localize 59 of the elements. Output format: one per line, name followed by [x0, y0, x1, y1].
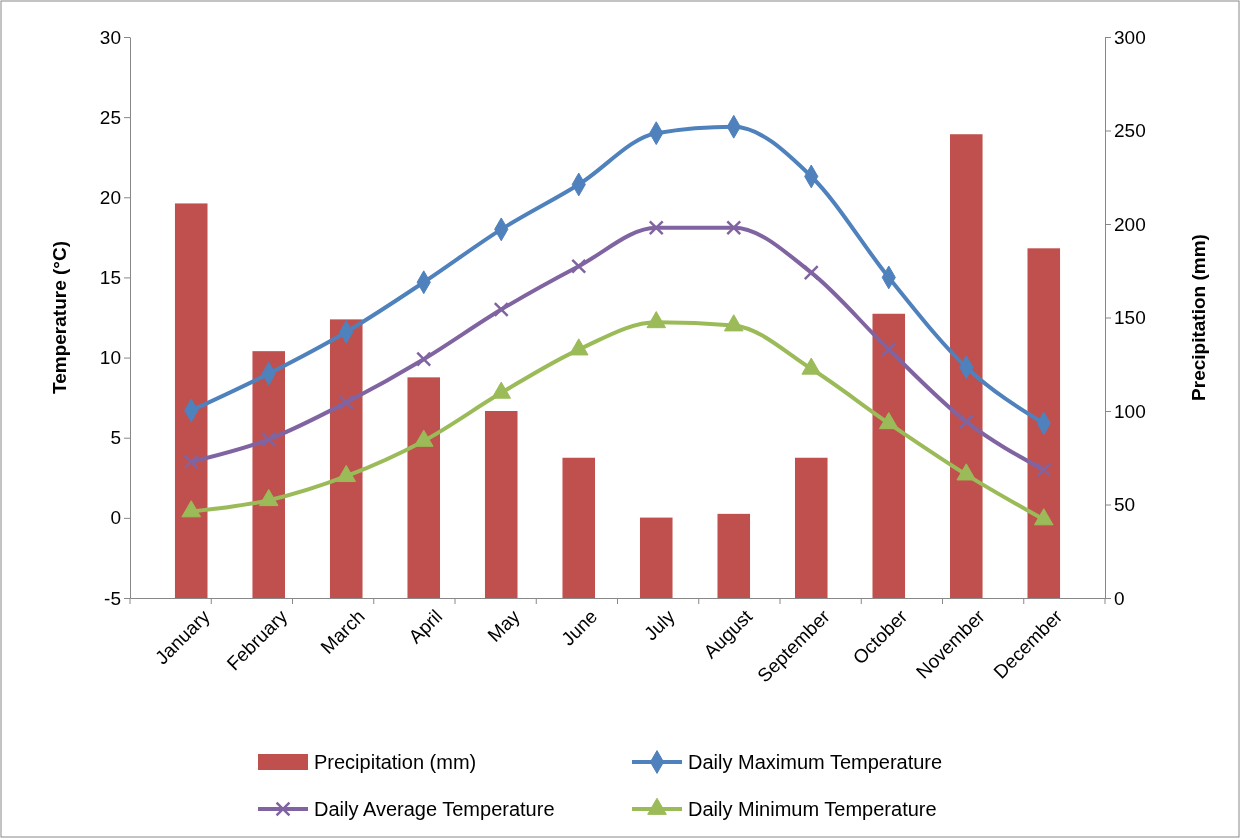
- bar: [562, 457, 596, 598]
- y-tick-label: 20: [99, 186, 121, 208]
- point: [181, 500, 202, 518]
- x-tick-label: July: [639, 605, 680, 645]
- y2-axis-title: Precipitation (mm): [1188, 234, 1209, 401]
- y-tick-label: 5: [110, 427, 121, 449]
- point: [878, 412, 899, 430]
- point: [258, 488, 279, 507]
- point: [413, 429, 434, 447]
- point: [493, 301, 509, 318]
- legend-label: Precipitation (mm): [314, 751, 477, 773]
- legend-label: Daily Maximum Temperature: [688, 751, 943, 773]
- bar: [872, 313, 906, 598]
- point: [261, 431, 277, 448]
- point: [648, 220, 664, 236]
- point: [726, 220, 742, 236]
- point: [1036, 462, 1052, 478]
- point: [416, 351, 432, 367]
- bar: [174, 203, 208, 598]
- y-tick-label: 15: [99, 267, 121, 289]
- bar: [717, 513, 751, 598]
- y2-tick-label: 200: [1114, 213, 1146, 235]
- y-tick-label: 0: [110, 507, 121, 529]
- point: [646, 311, 667, 329]
- bar: [484, 411, 518, 598]
- point: [1033, 508, 1054, 526]
- bar: [794, 457, 828, 598]
- y-tick-label: -5: [104, 587, 121, 609]
- y2-tick-label: 0: [1114, 587, 1125, 609]
- bar: [639, 517, 673, 598]
- point: [956, 463, 977, 481]
- bar: [949, 134, 983, 598]
- legend-label: Daily Average Temperature: [314, 798, 555, 820]
- point: [571, 258, 587, 274]
- point: [881, 341, 897, 358]
- y2-tick-label: 300: [1114, 26, 1146, 48]
- y2-tick-label: 100: [1114, 400, 1146, 422]
- point: [491, 381, 512, 399]
- legend-label: Daily Minimum Temperature: [688, 798, 937, 820]
- point: [803, 264, 819, 281]
- point: [723, 314, 744, 332]
- point: [801, 357, 822, 375]
- y2-tick-label: 150: [1114, 307, 1146, 329]
- point: [338, 394, 354, 411]
- bar: [252, 351, 286, 598]
- point: [336, 464, 357, 483]
- y2-tick-label: 50: [1114, 494, 1136, 516]
- point: [568, 338, 589, 356]
- x-tick-label: May: [483, 605, 525, 646]
- bar: [407, 377, 441, 598]
- y-tick-label: 25: [99, 106, 121, 128]
- bar: [1027, 248, 1061, 598]
- y-tick-label: 10: [99, 347, 121, 369]
- point: [958, 413, 974, 430]
- y-tick-label: 30: [99, 26, 121, 48]
- y-axis-title: Temperature (°C): [49, 241, 70, 394]
- bar: [329, 319, 363, 598]
- y2-tick-label: 250: [1114, 120, 1146, 142]
- point: [183, 454, 199, 470]
